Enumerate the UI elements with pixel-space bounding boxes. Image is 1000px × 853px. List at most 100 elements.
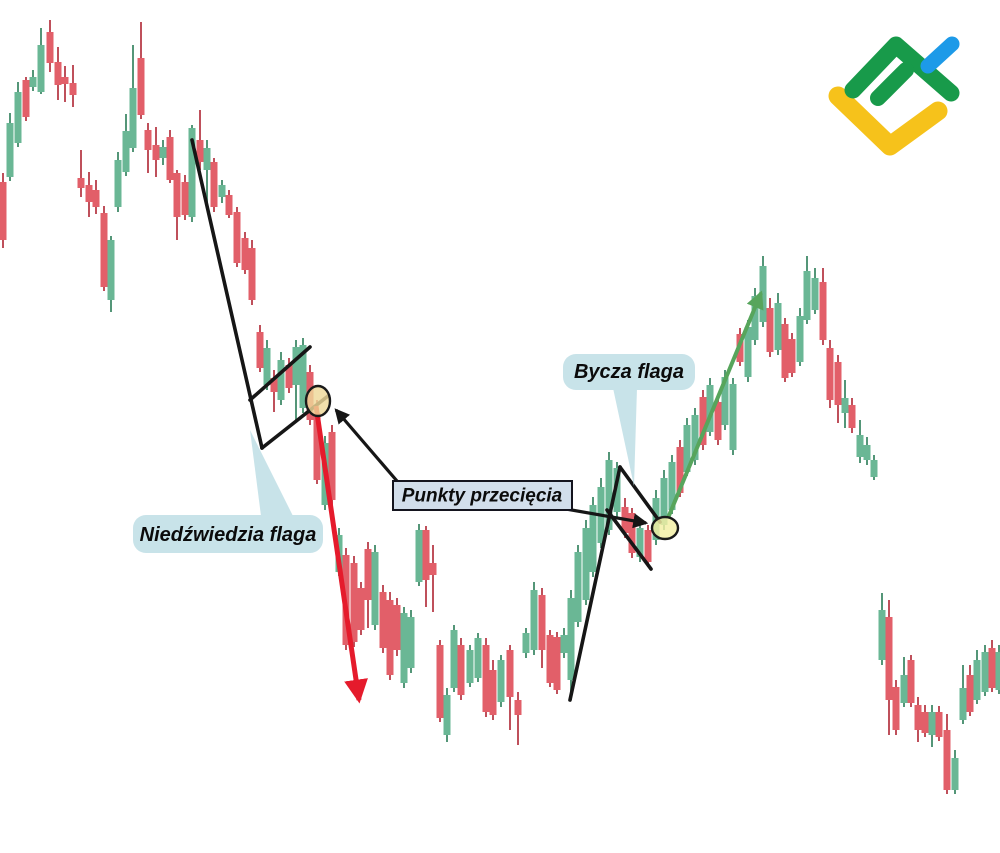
candle — [173, 170, 181, 240]
candle — [921, 705, 929, 737]
intersection-circles-layer — [304, 384, 680, 541]
candle — [966, 665, 974, 716]
candle — [54, 47, 62, 100]
candle — [14, 82, 22, 147]
candle — [0, 173, 7, 248]
candle — [422, 526, 430, 607]
bear-flag-label: Niedźwiedzia flaga — [140, 524, 317, 546]
candle — [6, 113, 14, 181]
litefinance-logo — [828, 36, 960, 156]
candle — [826, 340, 834, 408]
candle — [834, 355, 842, 423]
bull-flag-label: Bycza flaga — [574, 361, 684, 383]
candle — [29, 70, 37, 91]
candle — [233, 207, 241, 267]
candle — [159, 140, 167, 165]
candle — [928, 705, 936, 747]
candle — [530, 582, 538, 655]
bear-flag-callout-bubble — [133, 515, 323, 553]
bull-flag-upper-line — [618, 465, 662, 524]
candle — [364, 542, 372, 628]
candle — [981, 645, 989, 696]
candle — [474, 633, 482, 682]
candle — [522, 628, 530, 658]
bull-flag-callout-bubble — [563, 354, 695, 390]
candle — [210, 158, 218, 212]
candle — [729, 378, 737, 455]
candle — [774, 293, 782, 355]
candle — [589, 497, 597, 577]
candle — [357, 582, 365, 635]
candle — [218, 180, 226, 203]
candle — [400, 607, 408, 688]
candle — [203, 140, 211, 203]
candle — [196, 110, 204, 170]
candle — [429, 545, 437, 612]
candle — [574, 545, 582, 627]
candle — [129, 45, 137, 152]
candle — [107, 236, 115, 312]
candle — [256, 325, 264, 372]
candle — [489, 660, 497, 720]
pointer-to-bull-circle-arrow — [565, 507, 649, 529]
bullish-breakout-arrow — [666, 290, 764, 519]
candle — [436, 640, 444, 722]
bearish-breakdown-arrow — [313, 405, 368, 704]
candle — [22, 77, 30, 121]
candle — [995, 645, 1000, 694]
bear-flag-upper-line — [248, 345, 312, 402]
candle — [878, 593, 886, 665]
candle — [263, 340, 271, 390]
candle — [241, 232, 249, 274]
candle — [100, 206, 108, 291]
candle — [443, 688, 451, 742]
candle — [152, 127, 160, 177]
candle — [506, 645, 514, 730]
candle — [144, 123, 152, 173]
candle — [497, 655, 505, 707]
candle — [37, 28, 45, 94]
candle — [466, 645, 474, 687]
intersections-callout: Punkty przecięcia — [392, 480, 573, 511]
candle — [803, 256, 811, 324]
candle — [907, 655, 915, 707]
candle — [582, 520, 590, 605]
candle — [514, 692, 522, 745]
candle — [973, 650, 981, 704]
candle — [744, 320, 752, 382]
candle — [457, 638, 465, 700]
candles-layer — [0, 20, 1000, 794]
candle — [225, 190, 233, 218]
candle — [328, 425, 336, 505]
candle — [371, 545, 379, 630]
candle — [61, 66, 69, 102]
candle — [706, 378, 714, 436]
logo-green-bar — [870, 62, 914, 106]
candle — [114, 152, 122, 212]
bull-flag-lower-line — [605, 508, 653, 571]
candle — [46, 20, 54, 72]
bear-flag-callout: Niedźwiedzia flaga — [133, 430, 323, 553]
candle — [538, 588, 546, 668]
candle — [560, 628, 568, 658]
candle — [482, 638, 490, 717]
candle — [699, 390, 707, 450]
candle — [277, 352, 285, 405]
candle — [350, 556, 358, 647]
arrows-layer — [313, 290, 764, 704]
candle — [77, 150, 85, 197]
bull-intersection-circle — [650, 515, 680, 541]
candle — [796, 308, 804, 366]
candle — [450, 625, 458, 692]
candle — [959, 665, 967, 724]
bear-flagpole-line — [190, 138, 264, 450]
logo-yellow-check — [828, 86, 948, 156]
candle — [759, 256, 767, 327]
candle — [137, 22, 145, 119]
candle — [567, 590, 575, 700]
bear-intersection-circle — [304, 384, 332, 418]
candle — [407, 610, 415, 673]
pointer-to-bear-circle-arrow — [334, 408, 399, 483]
candle — [766, 298, 774, 357]
